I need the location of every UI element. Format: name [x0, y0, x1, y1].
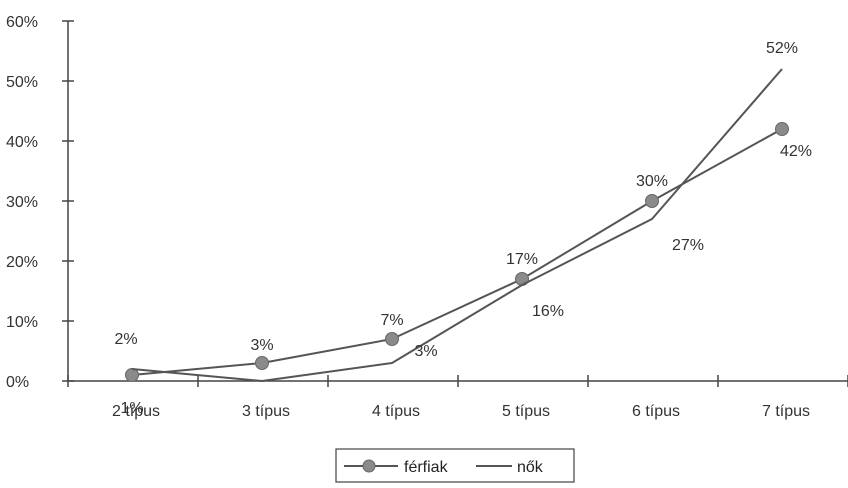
y-tick-label: 10%: [6, 314, 38, 331]
x-tick-label: 4 típus: [372, 403, 420, 420]
data-label-series-1: 42%: [780, 143, 812, 160]
y-tick-label: 40%: [6, 134, 38, 151]
data-label-series-2: 3%: [414, 343, 437, 360]
x-tick-label: 7 típus: [762, 403, 810, 420]
data-label-series-2: 27%: [672, 237, 704, 254]
y-tick-label: 60%: [6, 14, 38, 31]
data-label-series-2: 16%: [532, 303, 564, 320]
data-label-series-2: 2%: [114, 331, 137, 348]
series-marker-1: [645, 194, 659, 208]
x-tick-label: 2 típus: [112, 403, 160, 420]
series-layer: [125, 68, 789, 382]
y-tick-label: 0%: [6, 374, 29, 391]
data-labels: 1% 3% 7% 17% 30% 42% 2% 3% 16% 27% 52%: [114, 40, 812, 417]
legend-label-series-1: férfiak: [404, 459, 449, 476]
series-marker-1: [385, 332, 399, 346]
legend: férfiak nők: [335, 448, 575, 483]
data-label-series-1: 3%: [250, 337, 273, 354]
data-label-series-1: 30%: [636, 173, 668, 190]
data-label-series-2: 52%: [766, 40, 798, 57]
series-marker-1: [125, 368, 139, 382]
y-tick-label: 30%: [6, 194, 38, 211]
y-axis: 0% 10% 20% 30% 40% 50% 60%: [6, 14, 74, 391]
y-tick-label: 20%: [6, 254, 38, 271]
y-tick-label: 50%: [6, 74, 38, 91]
legend-marker-mannen: [362, 459, 376, 473]
series-line-1: [131, 128, 783, 376]
series-marker-1: [775, 122, 789, 136]
data-label-series-1: 17%: [506, 251, 538, 268]
legend-label-series-2: nők: [517, 459, 544, 476]
series-marker-1: [255, 356, 269, 370]
x-tick-label: 3 típus: [242, 403, 290, 420]
x-axis: 2 típus 3 típus 4 típus 5 típus 6 típus 7 típ…: [67, 375, 848, 420]
x-tick-label: 5 típus: [502, 403, 550, 420]
data-label-series-1: 7%: [380, 312, 403, 329]
x-tick-label: 6 típus: [632, 403, 680, 420]
series-line-2: [131, 68, 783, 382]
data-label-series-1: 1%: [120, 400, 143, 417]
